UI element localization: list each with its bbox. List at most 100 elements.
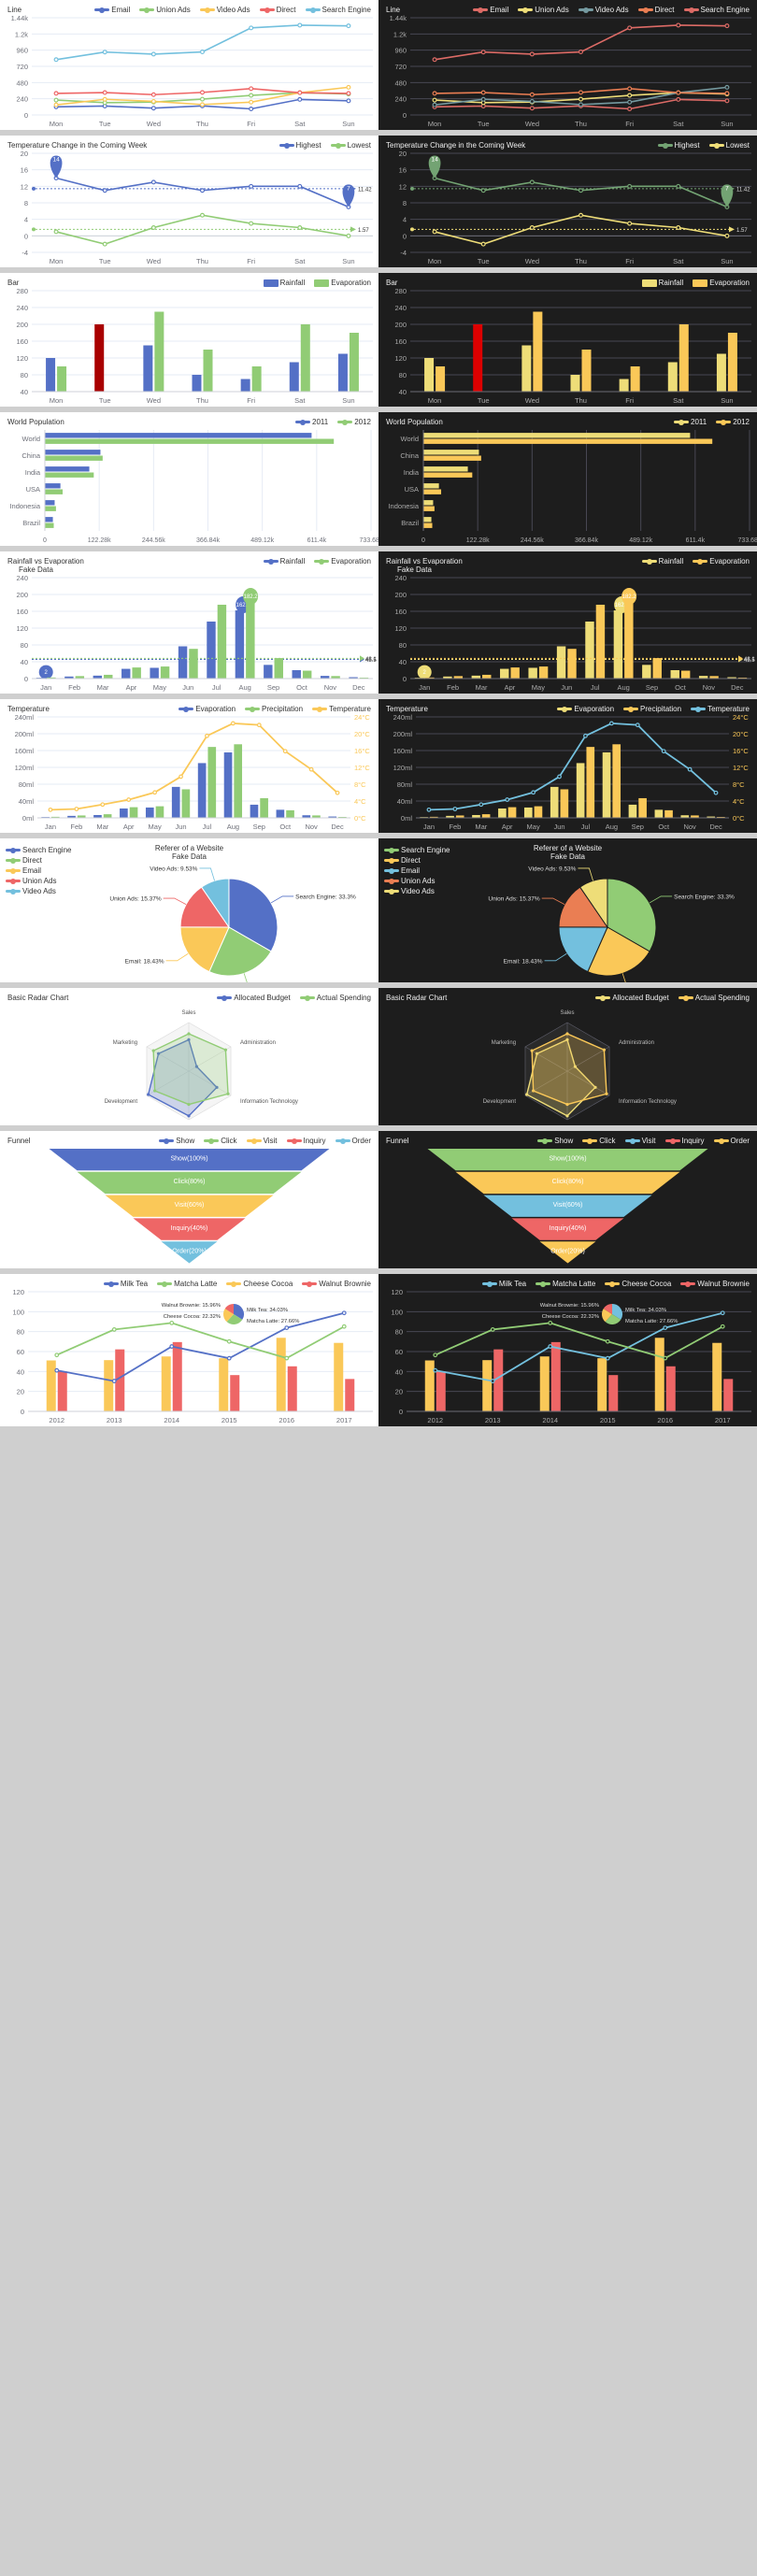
legend-item[interactable]: Milk Tea xyxy=(103,1280,148,1288)
legend-item[interactable]: Rainfall xyxy=(263,279,305,287)
legend-item[interactable]: Precipitation xyxy=(623,705,681,713)
chart-legend[interactable]: Highest Lowest xyxy=(531,141,750,150)
chart-panel-temperature-markpoint-dark[interactable]: Temperature Change in the Coming Week Hig… xyxy=(378,136,757,267)
legend-item[interactable]: Order xyxy=(713,1137,750,1145)
chart-legend[interactable]: Rainfall Evaporation xyxy=(24,279,371,287)
chart-panel-radar-budget-light[interactable]: Basic Radar Chart Allocated Budget Actual … xyxy=(0,988,378,1125)
legend-item[interactable]: Temperature xyxy=(691,705,750,713)
legend-item[interactable]: Show xyxy=(159,1137,194,1145)
plot-area[interactable]: Sales Administration Information Technolog… xyxy=(0,1002,378,1125)
chart-panel-radar-budget-dark[interactable]: Basic Radar Chart Allocated Budget Actual … xyxy=(378,988,757,1125)
chart-panel-mixed-temperature-light[interactable]: Temperature Evaporation Precipitation Tempe… xyxy=(0,699,378,833)
plot-area[interactable]: 240ml 200ml 160ml 120ml 80ml 40ml 0ml 24°C 20°C 1… xyxy=(378,713,757,833)
legend-item[interactable]: Evaporation xyxy=(693,279,750,287)
plot-area[interactable]: 240 200 160 120 80 40 0 162.2 2 45.5 182.2 48.1 Jan F… xyxy=(378,574,757,694)
legend-item[interactable]: Video Ads xyxy=(384,887,450,895)
legend-item[interactable]: Email xyxy=(6,866,71,875)
legend-item[interactable]: Evaporation xyxy=(314,279,371,287)
legend-item[interactable]: Inquiry xyxy=(664,1137,705,1145)
chart-legend[interactable]: Allocated Budget Actual Spending xyxy=(74,994,371,1002)
chart-panel-temperature-markpoint-light[interactable]: Temperature Change in the Coming Week Hig… xyxy=(0,136,378,267)
chart-legend[interactable]: Rainfall Evaporation xyxy=(403,279,750,287)
chart-legend[interactable]: Show Click Visit Inquiry Order xyxy=(36,1137,371,1145)
legend-item[interactable]: Email xyxy=(94,6,130,14)
chart-panel-mixed-temperature-dark[interactable]: Temperature Evaporation Precipitation Tempe… xyxy=(378,699,757,833)
plot-area[interactable]: 240 200 160 120 80 40 0 162.2 2 45.5 182.2 48.1 Jan F… xyxy=(0,574,378,694)
chart-panel-rainfall-vs-evaporation-markers-light[interactable]: Rainfall vs Evaporation Fake Data Rainfall… xyxy=(0,551,378,694)
legend-item[interactable]: Direct xyxy=(384,856,450,865)
chart-panel-funnel-dark[interactable]: Funnel Show Click Visit Inquiry Order Show(100… xyxy=(378,1131,757,1268)
plot-area[interactable]: 20 16 12 8 4 0 -4 11.42 14 7 1.57 Mon Tue Wed Thu Fri Sa… xyxy=(0,150,378,267)
chart-legend[interactable]: Search Engine Direct Email Union Ads Video A… xyxy=(378,842,455,901)
legend-item[interactable]: Highest xyxy=(657,141,700,150)
plot-area[interactable]: Show(100%) Click(80%) Visit(60%) Inquiry(40… xyxy=(0,1145,378,1268)
chart-legend[interactable]: Search Engine Direct Email Union Ads Video A… xyxy=(0,842,77,901)
plot-area[interactable]: Sales Administration Information Technolog… xyxy=(378,1002,757,1125)
legend-item[interactable]: Click xyxy=(582,1137,616,1145)
legend-item[interactable]: Cheese Cocoa xyxy=(605,1280,671,1288)
chart-legend[interactable]: Milk Tea Matcha Latte Cheese Cocoa Walnut B… xyxy=(7,1280,371,1288)
legend-item[interactable]: Lowest xyxy=(330,141,371,150)
legend-item[interactable]: Allocated Budget xyxy=(595,994,669,1002)
plot-area[interactable]: 280 240 200 160 120 80 40 Mon Tue Wed Thu Fri Sat Sun xyxy=(378,287,757,407)
legend-item[interactable]: 2011 xyxy=(674,418,707,426)
chart-panel-bar-rainfall-evaporation-dark[interactable]: Bar Rainfall Evaporation 280 240 200 160 120 80 4… xyxy=(378,273,757,407)
legend-item[interactable]: Precipitation xyxy=(245,705,303,713)
legend-item[interactable]: Search Engine xyxy=(384,846,450,854)
legend-item[interactable]: 2012 xyxy=(337,418,371,426)
legend-item[interactable]: Email xyxy=(473,6,508,14)
legend-item[interactable]: Direct xyxy=(637,6,675,14)
plot-area[interactable]: Show(100%) Click(80%) Visit(60%) Inquiry(40… xyxy=(378,1145,757,1268)
chart-legend[interactable]: Evaporation Precipitation Temperature xyxy=(434,705,750,713)
plot-area[interactable]: 0 122.28k 244.56k 366.84k 489.12k 611.4k 733.6… xyxy=(0,426,378,546)
legend-item[interactable]: Union Ads xyxy=(139,6,191,14)
chart-panel-drinks-mixed-dark[interactable]: Milk Tea Matcha Latte Cheese Cocoa Walnut B… xyxy=(378,1274,757,1426)
legend-item[interactable]: Video Ads xyxy=(199,6,250,14)
plot-area[interactable]: 1.44k 1.2k 960 720 480 240 0 Mon Tue Wed Thu Fri Sat… xyxy=(378,14,757,130)
legend-item[interactable]: Search Engine xyxy=(305,6,371,14)
chart-legend[interactable]: Allocated Budget Actual Spending xyxy=(452,994,750,1002)
chart-panel-pie-referer-dark[interactable]: Search Engine Direct Email Union Ads Video A… xyxy=(378,838,757,982)
legend-item[interactable]: Union Ads xyxy=(6,877,71,885)
legend-item[interactable]: Temperature xyxy=(312,705,371,713)
legend-item[interactable]: Rainfall xyxy=(641,557,683,565)
legend-item[interactable]: Visit xyxy=(246,1137,278,1145)
legend-item[interactable]: Order xyxy=(335,1137,371,1145)
plot-area[interactable]: 120 100 80 60 40 20 0 2012 2013 2014 2015 2016 2017 M… xyxy=(0,1288,378,1426)
legend-item[interactable]: 2011 xyxy=(295,418,328,426)
legend-item[interactable]: Click xyxy=(204,1137,237,1145)
plot-area[interactable]: 20 16 12 8 4 0 -4 11.42 14 7 1.57 Mon Tue Wed Thu Fri Sa… xyxy=(378,150,757,267)
plot-area[interactable]: Search Engine: 33.3%Direct: 23.35%Email:… xyxy=(378,861,757,982)
chart-panel-funnel-light[interactable]: Funnel Show Click Visit Inquiry Order Show(100… xyxy=(0,1131,378,1268)
plot-area[interactable]: 240ml 200ml 160ml 120ml 80ml 40ml 0ml 24°C 20°C 1… xyxy=(0,713,378,833)
chart-panel-world-population-light[interactable]: World Population 2011 2012 0 122.28k 244.56k 3… xyxy=(0,412,378,546)
legend-item[interactable]: Walnut Brownie xyxy=(680,1280,750,1288)
legend-item[interactable]: Matcha Latte xyxy=(536,1280,595,1288)
plot-area[interactable]: 280 240 200 160 120 80 40 Mon Tue Wed Thu Fri Sat Sun xyxy=(0,287,378,407)
chart-legend[interactable]: Evaporation Precipitation Temperature xyxy=(55,705,371,713)
legend-item[interactable]: Video Ads xyxy=(578,6,629,14)
legend-item[interactable]: Direct xyxy=(6,856,71,865)
legend-item[interactable]: Search Engine xyxy=(6,846,71,854)
chart-panel-bar-rainfall-evaporation-light[interactable]: Bar Rainfall Evaporation 280 240 200 160 120 80 4… xyxy=(0,273,378,407)
chart-panel-pie-referer-light[interactable]: Search Engine Direct Email Union Ads Video A… xyxy=(0,838,378,982)
legend-item[interactable]: Allocated Budget xyxy=(217,994,291,1002)
legend-item[interactable]: Actual Spending xyxy=(299,994,371,1002)
plot-area[interactable]: 1.44k 1.2k 960 720 480 240 0 Mon Tue Wed Thu Fri Sat… xyxy=(0,14,378,130)
legend-item[interactable]: Inquiry xyxy=(286,1137,326,1145)
chart-legend[interactable]: Email Union Ads Video Ads Direct Search Engi… xyxy=(27,6,371,14)
chart-legend[interactable]: Show Click Visit Inquiry Order xyxy=(414,1137,750,1145)
legend-item[interactable]: 2012 xyxy=(716,418,750,426)
legend-item[interactable]: Union Ads xyxy=(518,6,569,14)
legend-item[interactable]: Evaporation xyxy=(179,705,236,713)
legend-item[interactable]: Cheese Cocoa xyxy=(226,1280,293,1288)
chart-panel-world-population-dark[interactable]: World Population 2011 2012 0 122.28k 244.56k 3… xyxy=(378,412,757,546)
chart-panel-drinks-mixed-light[interactable]: Milk Tea Matcha Latte Cheese Cocoa Walnut B… xyxy=(0,1274,378,1426)
legend-item[interactable]: Rainfall xyxy=(263,557,305,565)
chart-panel-stacked-line-dark[interactable]: Line Email Union Ads Video Ads Direct Search … xyxy=(378,0,757,130)
chart-legend[interactable]: Milk Tea Matcha Latte Cheese Cocoa Walnut B… xyxy=(386,1280,750,1288)
legend-item[interactable]: Evaporation xyxy=(557,705,614,713)
legend-item[interactable]: Highest xyxy=(279,141,321,150)
legend-item[interactable]: Visit xyxy=(624,1137,656,1145)
plot-area[interactable]: 0 122.28k 244.56k 366.84k 489.12k 611.4k 733.6… xyxy=(378,426,757,546)
